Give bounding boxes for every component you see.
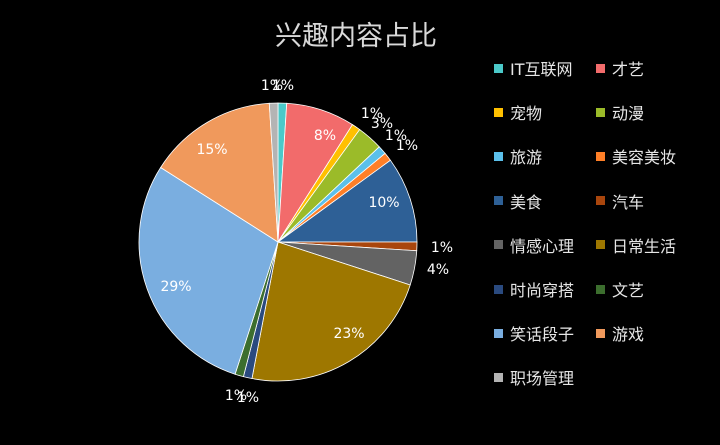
- pie-data-label-6: 10%: [368, 195, 399, 211]
- pie-data-label-11: 1%: [225, 388, 247, 404]
- pie-data-label-13: 15%: [196, 142, 227, 158]
- pie-data-label-12: 29%: [160, 279, 191, 295]
- pie-slice-9: [251, 241, 411, 382]
- pie-data-label-14: 1%: [261, 78, 283, 94]
- pie-data-label-5: 1%: [396, 138, 418, 154]
- pie-slice-6: [276, 159, 418, 243]
- pie-data-label-9: 23%: [333, 326, 364, 342]
- pie-data-label-0: 1%: [272, 78, 294, 94]
- pie-slice-14: [268, 102, 279, 243]
- chart-title-text: 兴趣内容占比: [275, 21, 437, 52]
- pie-data-label-1: 8%: [314, 128, 336, 144]
- pie-data-label-7: 1%: [431, 240, 453, 256]
- pie-data-label-8: 4%: [427, 262, 449, 278]
- pie-data-label-3: 3%: [371, 116, 393, 132]
- pie-slices: [138, 102, 418, 382]
- pie-data-label-2: 1%: [361, 106, 383, 122]
- chart-title: 兴趣内容占比: [0, 14, 720, 53]
- pie-data-labels: 1%8%1%3%1%1%10%1%4%23%1%1%29%15%1%: [160, 78, 453, 406]
- pie-slice-13: [160, 102, 279, 243]
- pie-data-label-4: 1%: [385, 128, 407, 144]
- pie-slice-12: [138, 166, 279, 375]
- pie-data-label-10: 1%: [237, 390, 259, 406]
